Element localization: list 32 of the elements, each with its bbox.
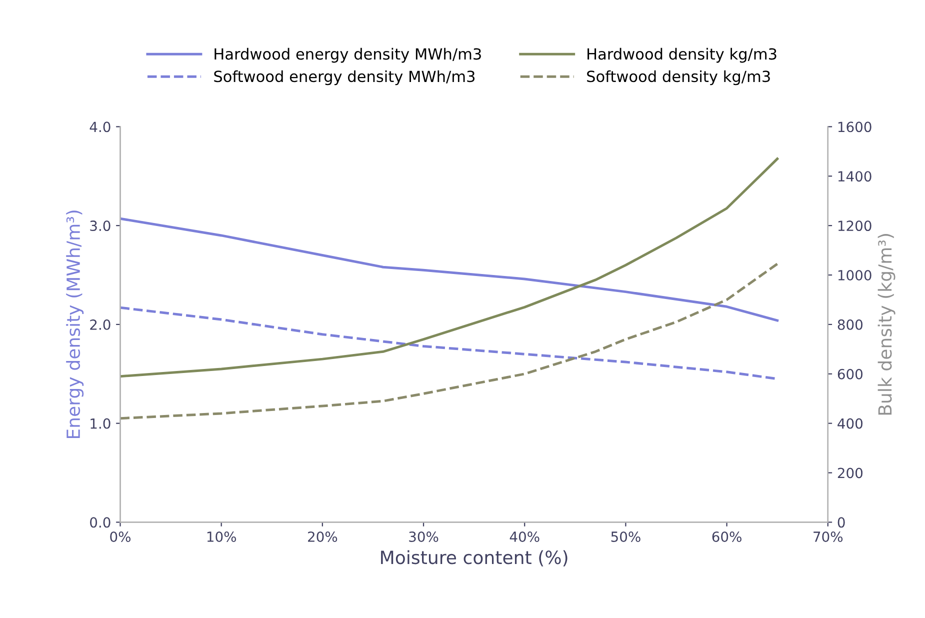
y2-tick-label: 1200 [838,220,872,232]
y-axis-title: Energy density (MWh/m³) [66,210,84,438]
x-tick-label: 20% [308,531,338,542]
x-tick-label: 40% [510,531,540,542]
y-tick-label: 3.0 [90,220,110,232]
y-tick-label: 4.0 [90,122,110,132]
x-tick-label: 50% [611,531,640,542]
line-series [120,158,779,378]
legend-label: Hardwood density kg/m3 [588,48,776,63]
y2-tick-label: 1400 [838,171,872,182]
x-tick-label: 0% [110,531,130,542]
legend-label: Hardwood energy density MWh/m3 [214,48,481,63]
y-tick-label: 0.0 [90,517,110,528]
legend-label: Softwood energy density MWh/m3 [214,70,475,86]
line-series [120,262,779,420]
legend-label: Softwood density kg/m3 [587,70,770,86]
y2-tick-label: 0 [838,517,845,528]
y2-tick-label: 400 [838,418,862,429]
x-tick-label: 10% [207,531,236,542]
line-series [120,217,779,322]
y2-axis-title: Bulk density (kg/m³) [878,234,896,415]
x-tick-label: 30% [409,531,438,542]
y2-tick-label: 600 [838,368,862,380]
y2-tick-label: 800 [838,319,862,330]
y-tick-label: 1.0 [90,418,110,429]
x-axis-title: Moisture content (%) [381,550,568,566]
y2-tick-label: 1000 [838,270,872,280]
y-tick-label: 2.0 [90,319,110,330]
x-tick-label: 60% [712,531,742,542]
y2-tick-label: 1600 [838,122,872,132]
x-tick-label: 70% [814,531,843,542]
y2-tick-label: 200 [838,468,862,478]
